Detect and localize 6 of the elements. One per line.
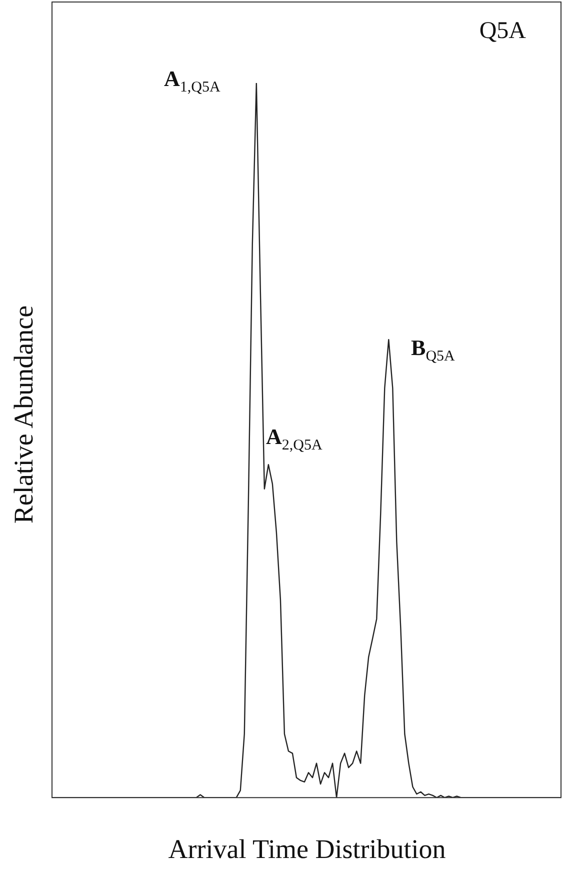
- annotation: A$_{2,Q5A}$: [266, 424, 322, 454]
- annotation: B$_{Q5A}$: [411, 335, 455, 364]
- x-axis-title: Arrival Time Distribution: [167, 834, 447, 865]
- y-axis-title: Relative Abundance: [8, 304, 40, 524]
- annotation: A$_{1,Q5A}$: [164, 66, 220, 96]
- chart-title: Q5A: [479, 18, 526, 45]
